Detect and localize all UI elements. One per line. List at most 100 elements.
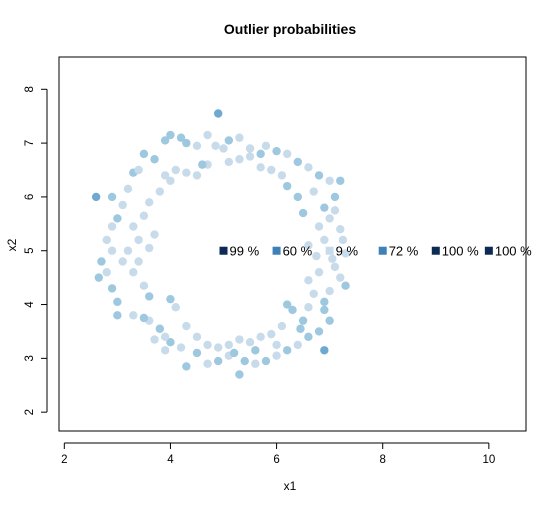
data-point [235,335,244,344]
y-tick-label: 4 [24,301,36,308]
data-point [267,165,276,175]
data-point [251,359,260,368]
data-point [139,281,149,290]
data-point [235,133,244,142]
data-point [166,176,175,185]
data-point [320,203,329,212]
annotation-marker [378,246,387,255]
data-point [256,332,265,342]
y-tick-label: 6 [24,194,36,200]
data-point [304,163,313,172]
data-point [336,176,345,185]
x-tick-label: 6 [273,454,279,466]
data-point [129,268,138,277]
x-tick-label: 4 [167,454,174,466]
data-point [272,146,281,156]
data-point [171,303,180,312]
data-point [203,130,212,140]
data-point [341,281,350,290]
data-point [145,198,154,207]
data-point [235,370,244,379]
data-point [328,254,337,263]
data-point [245,338,255,347]
data-point [160,136,170,145]
y-tick-label: 7 [24,140,36,146]
data-point [320,235,329,245]
data-point [107,192,117,202]
data-point [192,348,202,358]
data-point [160,332,170,342]
data-point [134,235,143,245]
data-point [336,273,345,282]
data-point [325,286,334,296]
annotation-marker [431,246,440,255]
data-point [134,257,143,266]
data-point [182,362,191,371]
probability-annotations: 99 % 60 % 9 % 72 % 100 % 100 % [219,244,532,259]
chart-title: Outlier probabilities [224,21,356,37]
data-point [309,289,318,298]
data-point [203,340,212,350]
annotation-marker [219,246,228,255]
data-point [272,340,281,350]
y-axis-label: x2 [5,238,19,251]
data-point [256,163,265,172]
data-point [314,222,324,231]
data-point [113,214,122,223]
data-point [338,235,348,245]
data-point [182,138,191,148]
data-point [155,324,165,333]
data-point [192,141,202,150]
data-point [107,246,117,255]
data-point [219,144,228,153]
data-point [150,335,159,344]
data-point [330,262,340,272]
data-point [320,297,329,307]
data-point [293,340,303,350]
data-point [160,171,170,180]
data-point [102,235,111,245]
data-point [123,246,133,255]
data-point [224,340,234,350]
data-point [282,300,292,309]
data-point [139,211,149,220]
y-tick-label: 8 [24,86,36,92]
annotation-label: 100 % [495,244,532,259]
x-axis-label: x1 [284,479,297,493]
data-point [203,359,212,368]
data-point [160,346,170,355]
data-point [145,292,154,301]
x-tick-label: 2 [61,454,67,466]
data-point [214,343,223,352]
data-point [150,155,159,164]
data-point [314,327,324,336]
data-point [320,346,329,355]
data-point [94,273,104,282]
data-point [330,206,340,215]
data-point [166,294,175,304]
data-point [182,321,191,331]
data-point [325,176,334,185]
data-point [113,311,122,320]
data-point [176,133,186,142]
data-point [107,284,117,293]
data-point [134,165,143,175]
data-point [320,305,329,315]
data-point [304,241,313,250]
data-point [192,332,202,342]
data-point [325,316,334,325]
annotation-label: 72 % [389,244,419,259]
data-point [166,130,175,140]
y-axis: 2 3 4 5 6 7 8 [24,86,48,415]
annotation-label: 9 % [336,244,359,259]
data-point [296,324,305,333]
data-point [192,171,202,180]
data-point [240,356,249,366]
annotation-label: 99 % [230,244,260,259]
data-point [129,222,138,231]
data-point [107,222,117,231]
data-point [261,356,271,366]
data-point [150,230,159,239]
data-point [298,208,308,218]
x-tick-label: 8 [380,454,386,466]
